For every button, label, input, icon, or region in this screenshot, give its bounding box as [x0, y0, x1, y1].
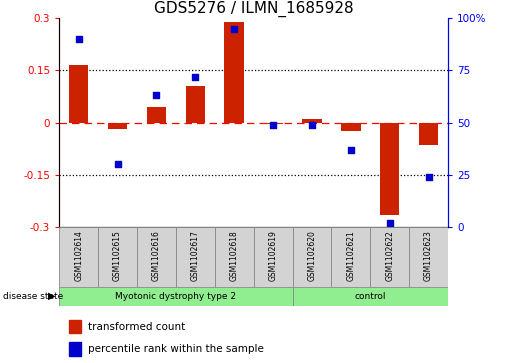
Text: GSM1102618: GSM1102618 — [230, 230, 238, 281]
Point — [152, 93, 161, 98]
Text: GSM1102614: GSM1102614 — [74, 230, 83, 281]
Bar — [69, 65, 89, 123]
Bar — [419, 123, 438, 145]
Text: GSM1102615: GSM1102615 — [113, 230, 122, 281]
Bar — [98, 227, 137, 287]
Bar — [59, 227, 98, 287]
Text: percentile rank within the sample: percentile rank within the sample — [89, 344, 264, 354]
Bar — [185, 86, 205, 123]
Text: Myotonic dystrophy type 2: Myotonic dystrophy type 2 — [115, 292, 236, 301]
Text: disease state: disease state — [3, 292, 63, 301]
Bar — [293, 287, 448, 306]
Bar — [370, 227, 409, 287]
Title: GDS5276 / ILMN_1685928: GDS5276 / ILMN_1685928 — [154, 1, 353, 17]
Point — [191, 74, 199, 79]
Bar — [215, 227, 253, 287]
Bar — [332, 227, 370, 287]
Bar — [69, 342, 81, 356]
Bar — [409, 227, 448, 287]
Text: control: control — [354, 292, 386, 301]
Text: GSM1102622: GSM1102622 — [385, 230, 394, 281]
Text: GSM1102620: GSM1102620 — [307, 230, 316, 281]
Bar — [225, 22, 244, 123]
Text: transformed count: transformed count — [89, 322, 185, 332]
Text: GSM1102617: GSM1102617 — [191, 230, 200, 281]
Point — [113, 161, 122, 167]
Bar — [293, 227, 332, 287]
Point — [75, 36, 83, 42]
Point — [230, 26, 238, 32]
Text: GSM1102619: GSM1102619 — [269, 230, 278, 281]
Point — [308, 122, 316, 127]
Bar — [147, 107, 166, 123]
Bar — [253, 227, 293, 287]
Point — [386, 220, 394, 225]
Bar — [69, 320, 81, 334]
Point — [424, 174, 433, 180]
Bar — [341, 123, 360, 131]
Text: ▶: ▶ — [48, 291, 56, 301]
Bar — [59, 287, 293, 306]
Bar — [263, 123, 283, 124]
Point — [347, 147, 355, 152]
Bar — [176, 227, 215, 287]
Text: GSM1102623: GSM1102623 — [424, 230, 433, 281]
Text: GSM1102616: GSM1102616 — [152, 230, 161, 281]
Bar — [380, 123, 400, 215]
Point — [269, 122, 277, 127]
Bar — [108, 123, 127, 130]
Bar — [137, 227, 176, 287]
Bar — [302, 119, 322, 123]
Text: GSM1102621: GSM1102621 — [347, 230, 355, 281]
